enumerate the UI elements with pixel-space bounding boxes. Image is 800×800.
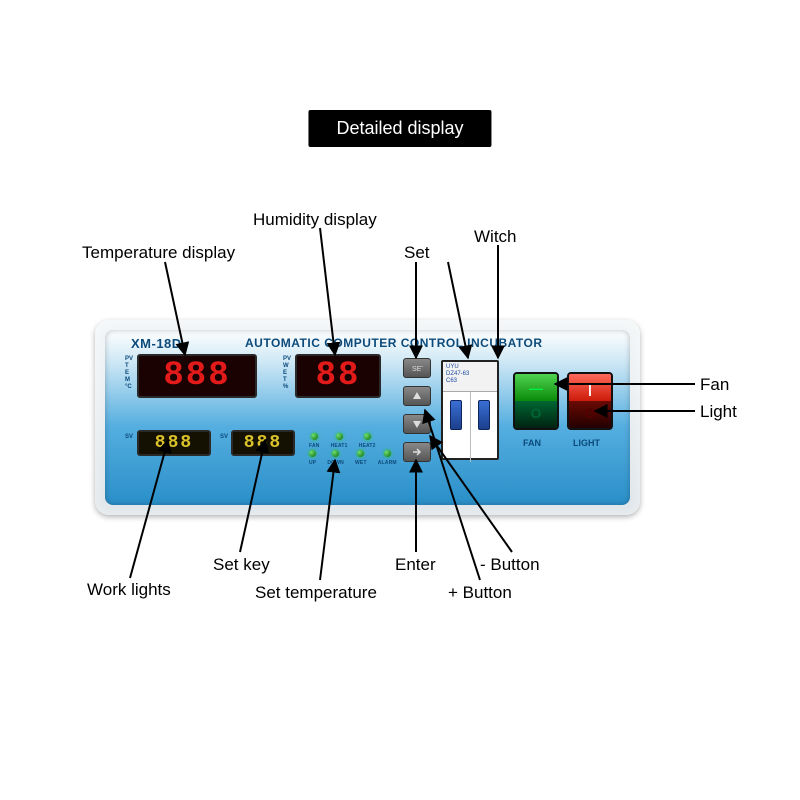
label-work-lights: Work lights [87,580,171,600]
breaker-lever-2[interactable] [478,400,490,430]
label-temperature-display: Temperature display [82,243,235,263]
seg-temp-big: 888 [137,354,257,398]
rocker-light-label: LIGHT [573,438,600,448]
led-heat2 [364,433,371,440]
device-title: AUTOMATIC COMPUTER CONTROL INCUBATOR [245,336,543,350]
header-tag: Detailed display [308,110,491,147]
led-down [332,450,339,457]
button-set[interactable]: SET [403,358,431,378]
button-enter[interactable] [403,442,431,462]
led-up [309,450,316,457]
breaker-lever-1[interactable] [450,400,462,430]
label-minus-button: - Button [480,555,540,575]
pv-wet-side: PV W E T % [283,356,291,391]
rocker-fan[interactable]: — O [513,372,559,430]
seg-sv1: 888 [137,430,211,456]
circuit-breaker[interactable]: UYU DZ47-63 C63 [441,360,499,460]
seg-sv2: 888 [231,430,295,456]
rocker-fan-label: FAN [523,438,541,448]
device-face: XM-18D AUTOMATIC COMPUTER CONTROL INCUBA… [105,330,630,505]
led-row-top: FAN HEAT1 HEAT2 [309,433,376,449]
breaker-label: UYU DZ47-63 C63 [443,362,497,392]
diagram-canvas: Detailed display Temperature display Hum… [0,0,800,800]
led-fan [311,433,318,440]
device-panel: XM-18D AUTOMATIC COMPUTER CONTROL INCUBA… [95,320,640,515]
sv1-side: SV [125,434,133,441]
svg-text:SET: SET [412,366,423,373]
led-wet [357,450,364,457]
model-number: XM-18D [131,336,182,351]
label-set-temperature: Set temperature [255,583,377,603]
button-minus[interactable] [403,414,431,434]
label-set: Set [404,243,430,263]
pv-temp-side: PV T E M °C [125,356,133,391]
led-alarm [384,450,391,457]
led-row-bottom: UP DOWN WET ALARM [309,450,397,466]
rocker-light[interactable]: | O [567,372,613,430]
label-light: Light [700,402,737,422]
led-heat1 [336,433,343,440]
button-plus[interactable] [403,386,431,406]
sv2-side: SV [220,434,228,441]
label-witch: Witch [474,227,517,247]
label-set-key: Set key [213,555,270,575]
seg-humidity: 88 [295,354,381,398]
label-plus-button: + Button [448,583,512,603]
label-humidity-display: Humidity display [253,210,377,230]
label-enter: Enter [395,555,436,575]
label-fan: Fan [700,375,729,395]
